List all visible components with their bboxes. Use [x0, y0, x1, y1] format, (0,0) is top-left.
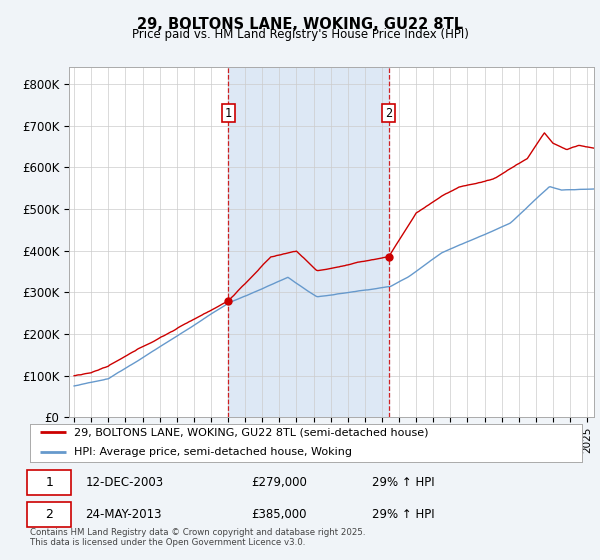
Text: 2: 2	[46, 507, 53, 521]
Text: HPI: Average price, semi-detached house, Woking: HPI: Average price, semi-detached house,…	[74, 447, 352, 458]
Text: 1: 1	[46, 475, 53, 489]
Bar	[228, 67, 389, 417]
Text: 29, BOLTONS LANE, WOKING, GU22 8TL: 29, BOLTONS LANE, WOKING, GU22 8TL	[137, 17, 463, 32]
FancyBboxPatch shape	[27, 470, 71, 494]
Text: 29% ↑ HPI: 29% ↑ HPI	[372, 507, 435, 521]
Text: 2: 2	[385, 106, 392, 119]
Text: 29, BOLTONS LANE, WOKING, GU22 8TL (semi-detached house): 29, BOLTONS LANE, WOKING, GU22 8TL (semi…	[74, 427, 428, 437]
Text: 1: 1	[224, 106, 232, 119]
Text: Contains HM Land Registry data © Crown copyright and database right 2025.
This d: Contains HM Land Registry data © Crown c…	[30, 528, 365, 547]
Text: Price paid vs. HM Land Registry's House Price Index (HPI): Price paid vs. HM Land Registry's House …	[131, 28, 469, 41]
Text: 12-DEC-2003: 12-DEC-2003	[85, 475, 163, 489]
Text: £385,000: £385,000	[251, 507, 307, 521]
Text: 29% ↑ HPI: 29% ↑ HPI	[372, 475, 435, 489]
Text: £279,000: £279,000	[251, 475, 307, 489]
FancyBboxPatch shape	[27, 502, 71, 526]
Text: 24-MAY-2013: 24-MAY-2013	[85, 507, 162, 521]
